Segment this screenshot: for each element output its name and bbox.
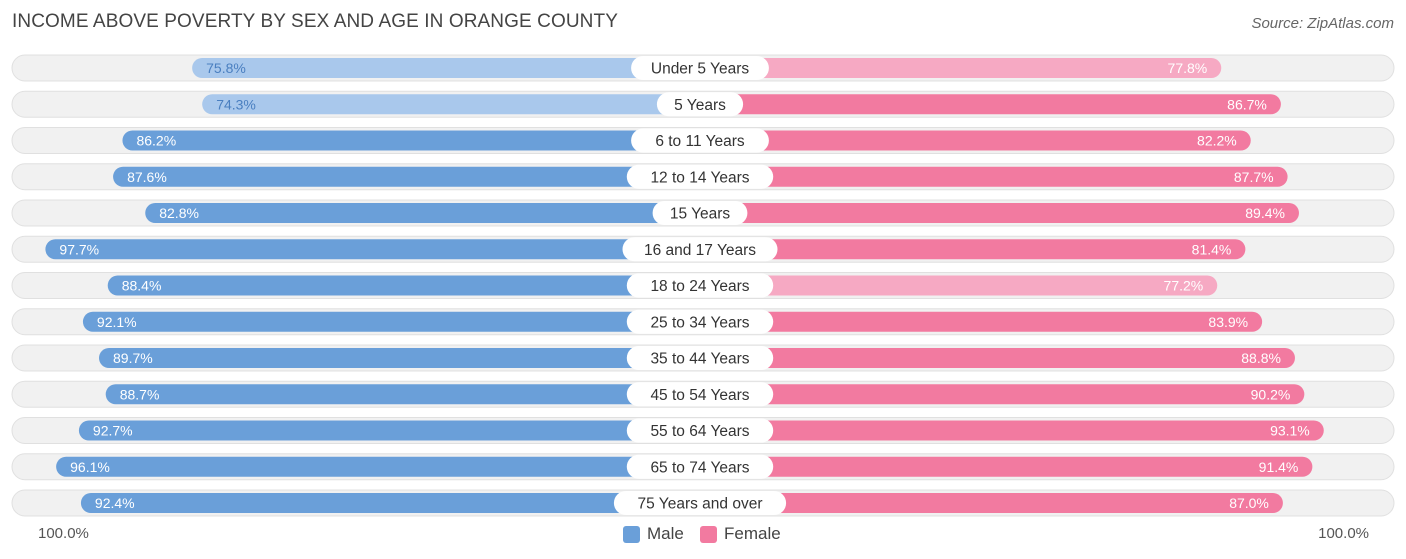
male-value-label: 92.4% [95, 495, 135, 511]
female-bar[interactable] [700, 58, 1222, 78]
chart-area: 75.8% 77.8% Under 5 Years 74.3% 86.7% 5 Years… [11, 54, 1395, 517]
chart-title: INCOME ABOVE POVERTY BY SEX AND AGE IN O… [12, 11, 618, 32]
legend-item-female[interactable]: Female [700, 524, 781, 544]
legend-item-male[interactable]: Male [623, 524, 684, 544]
category-pill [626, 418, 774, 443]
male-bar[interactable] [145, 203, 701, 223]
male-value-label: 86.2% [136, 133, 176, 149]
female-value-label: 87.7% [1234, 169, 1274, 185]
category-pill [622, 237, 778, 262]
axis-right-label: 100.0% [1318, 525, 1369, 542]
legend-swatch-male [623, 525, 640, 543]
category-pill [656, 92, 744, 117]
female-bar[interactable] [700, 130, 1251, 151]
female-value-label: 90.2% [1251, 386, 1291, 402]
male-value-label: 88.4% [122, 278, 162, 294]
legend-label-male: Male [647, 524, 684, 543]
category-label: 15 Years [670, 206, 731, 223]
category-label: 35 to 44 Years [650, 351, 749, 368]
category-pill [626, 164, 774, 189]
category-pill [631, 56, 769, 80]
female-bar[interactable] [700, 456, 1313, 477]
female-bar[interactable] [700, 311, 1263, 332]
female-bar[interactable] [700, 420, 1324, 441]
source-label: Source: ZipAtlas.com [1251, 15, 1394, 32]
male-bar[interactable] [99, 348, 700, 368]
male-value-label: 87.6% [127, 169, 167, 185]
female-bar[interactable] [700, 239, 1246, 260]
category-pill [626, 309, 774, 334]
legend: Male Female [0, 524, 1406, 546]
male-value-label: 92.7% [93, 423, 133, 439]
category-pill [652, 201, 748, 225]
male-bar[interactable] [56, 456, 700, 477]
category-label: 5 Years [674, 97, 726, 114]
male-bar[interactable] [122, 130, 700, 151]
female-bar[interactable] [700, 94, 1281, 115]
category-label: 55 to 64 Years [650, 423, 749, 440]
female-value-label: 82.2% [1197, 133, 1237, 149]
male-bar[interactable] [107, 275, 701, 296]
female-value-label: 88.8% [1241, 350, 1281, 366]
category-pill [613, 491, 787, 515]
female-value-label: 77.2% [1164, 278, 1204, 294]
male-bar[interactable] [105, 384, 700, 405]
female-bar[interactable] [700, 493, 1283, 513]
female-value-label: 91.4% [1259, 459, 1299, 475]
female-bar[interactable] [700, 203, 1299, 223]
category-label: 45 to 54 Years [650, 387, 749, 404]
male-bar[interactable] [192, 58, 700, 78]
female-bar[interactable] [700, 348, 1295, 368]
female-value-label: 89.4% [1245, 205, 1285, 221]
male-bar[interactable] [202, 94, 700, 115]
female-bar[interactable] [700, 384, 1305, 405]
male-value-label: 88.7% [120, 386, 160, 402]
female-value-label: 77.8% [1168, 60, 1208, 76]
category-pill [626, 273, 774, 298]
female-value-label: 81.4% [1192, 241, 1232, 257]
male-value-label: 97.7% [59, 241, 99, 257]
category-pill [626, 346, 774, 370]
category-label: 25 to 34 Years [650, 314, 749, 331]
male-value-label: 96.1% [70, 459, 110, 475]
male-bar[interactable] [113, 166, 700, 187]
male-bar[interactable] [80, 493, 701, 513]
category-pill [626, 454, 774, 479]
male-bar[interactable] [45, 239, 701, 260]
female-value-label: 87.0% [1229, 495, 1269, 511]
male-value-label: 92.1% [97, 314, 137, 330]
category-pill [626, 382, 774, 407]
legend-swatch-female [700, 525, 717, 543]
female-value-label: 86.7% [1227, 96, 1267, 112]
axis-left-label: 100.0% [38, 525, 89, 542]
female-value-label: 93.1% [1270, 423, 1310, 439]
male-value-label: 82.8% [159, 205, 199, 221]
male-bar[interactable] [82, 311, 701, 332]
category-label: 18 to 24 Years [650, 278, 749, 295]
male-value-label: 89.7% [113, 350, 153, 366]
category-label: 16 and 17 Years [644, 242, 756, 259]
category-label: 65 to 74 Years [650, 459, 749, 476]
category-pill [631, 128, 769, 153]
category-label: 6 to 11 Years [655, 133, 745, 150]
female-bar[interactable] [700, 275, 1218, 296]
category-label: 12 to 14 Years [650, 169, 749, 186]
male-bar[interactable] [78, 420, 700, 441]
legend-label-female: Female [724, 524, 781, 543]
female-bar[interactable] [700, 166, 1288, 187]
category-label: 75 Years and over [638, 496, 763, 513]
female-value-label: 83.9% [1208, 314, 1248, 330]
male-value-label: 75.8% [206, 60, 246, 76]
category-label: Under 5 Years [651, 61, 749, 78]
male-value-label: 74.3% [216, 96, 256, 112]
